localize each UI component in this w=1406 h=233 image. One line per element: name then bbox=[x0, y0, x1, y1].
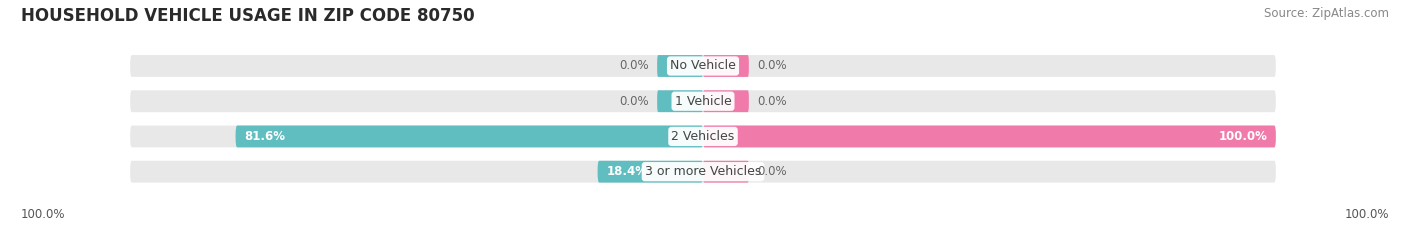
Text: Source: ZipAtlas.com: Source: ZipAtlas.com bbox=[1264, 7, 1389, 20]
Text: 81.6%: 81.6% bbox=[245, 130, 285, 143]
Text: HOUSEHOLD VEHICLE USAGE IN ZIP CODE 80750: HOUSEHOLD VEHICLE USAGE IN ZIP CODE 8075… bbox=[21, 7, 475, 25]
FancyBboxPatch shape bbox=[657, 90, 703, 112]
FancyBboxPatch shape bbox=[131, 90, 1275, 112]
Text: 18.4%: 18.4% bbox=[606, 165, 647, 178]
Text: 2 Vehicles: 2 Vehicles bbox=[672, 130, 734, 143]
FancyBboxPatch shape bbox=[236, 126, 703, 147]
Text: 0.0%: 0.0% bbox=[619, 95, 648, 108]
Text: 100.0%: 100.0% bbox=[21, 208, 66, 221]
FancyBboxPatch shape bbox=[703, 161, 749, 183]
FancyBboxPatch shape bbox=[657, 55, 703, 77]
FancyBboxPatch shape bbox=[598, 161, 703, 183]
Text: 0.0%: 0.0% bbox=[758, 95, 787, 108]
Text: 100.0%: 100.0% bbox=[1219, 130, 1267, 143]
Text: 0.0%: 0.0% bbox=[758, 165, 787, 178]
FancyBboxPatch shape bbox=[131, 161, 1275, 183]
FancyBboxPatch shape bbox=[131, 55, 1275, 77]
Text: 1 Vehicle: 1 Vehicle bbox=[675, 95, 731, 108]
Text: 0.0%: 0.0% bbox=[619, 59, 648, 72]
FancyBboxPatch shape bbox=[703, 90, 749, 112]
Text: 3 or more Vehicles: 3 or more Vehicles bbox=[645, 165, 761, 178]
Text: No Vehicle: No Vehicle bbox=[671, 59, 735, 72]
Text: 100.0%: 100.0% bbox=[1344, 208, 1389, 221]
FancyBboxPatch shape bbox=[131, 126, 1275, 147]
FancyBboxPatch shape bbox=[703, 55, 749, 77]
FancyBboxPatch shape bbox=[703, 126, 1275, 147]
Text: 0.0%: 0.0% bbox=[758, 59, 787, 72]
